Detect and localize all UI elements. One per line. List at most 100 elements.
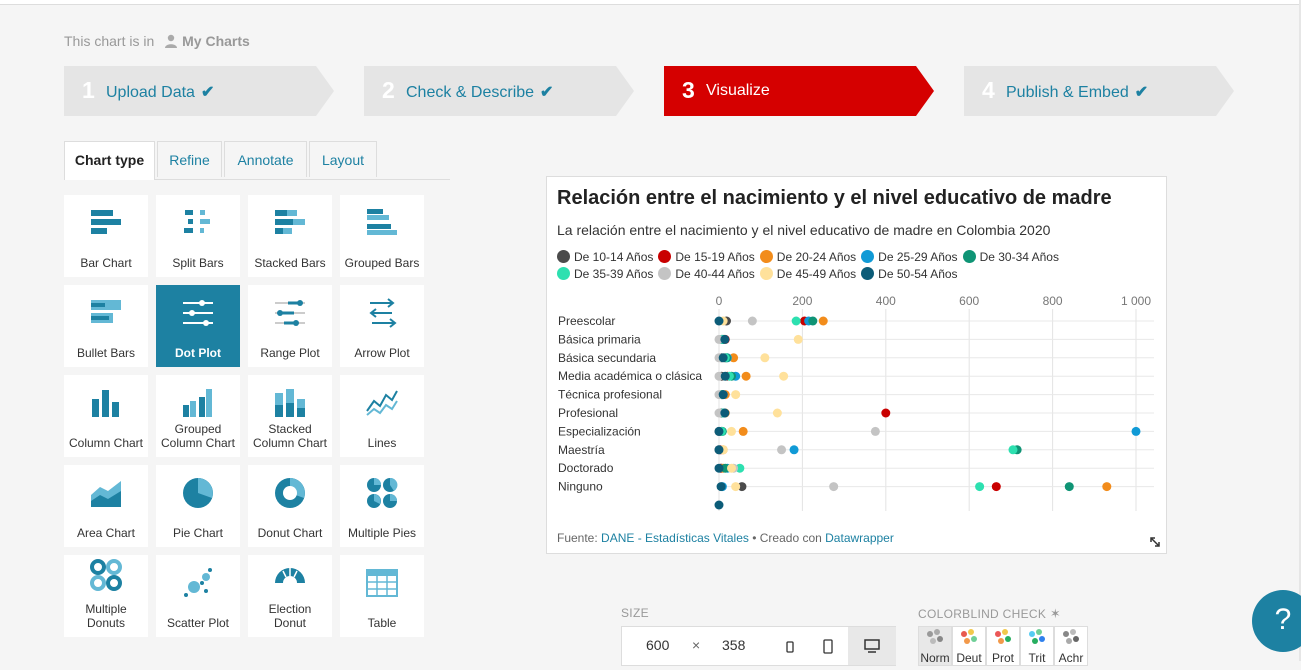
dots-icon xyxy=(995,629,1011,644)
mobile-button[interactable] xyxy=(810,627,846,665)
check-icon: ✔ xyxy=(200,84,215,101)
step-check-describe[interactable]: 2 Check & Describe ✔ xyxy=(364,66,634,116)
legend-swatch xyxy=(759,267,773,280)
area-chart-icon xyxy=(91,481,121,507)
chart-type-stacked-bars[interactable]: Stacked Bars xyxy=(248,195,332,277)
data-point xyxy=(729,353,739,363)
location-prefix: This chart is in xyxy=(64,33,155,49)
chart-type-bullet-bars[interactable]: Bullet Bars xyxy=(64,285,148,367)
legend-label: De 10-14 Años xyxy=(574,250,654,264)
dots-icon xyxy=(927,629,943,644)
chart-type-bar-chart[interactable]: Bar Chart xyxy=(64,195,148,277)
data-point xyxy=(718,353,728,363)
scrollbar-track xyxy=(1299,0,1301,661)
chart-type-election-donut[interactable]: Election Donut xyxy=(248,555,332,637)
data-point xyxy=(808,316,818,326)
legend-label: De 45-49 Años xyxy=(776,267,857,281)
data-point xyxy=(714,316,724,326)
datawrapper-link[interactable]: Datawrapper xyxy=(825,531,894,545)
step-label: Publish & Embed xyxy=(1006,84,1129,101)
data-point xyxy=(720,334,730,344)
data-point xyxy=(818,316,828,326)
colorblind-deut-button[interactable]: Deut xyxy=(952,626,986,666)
legend-item: De 30-34 Años xyxy=(962,249,1059,266)
colorblind-prot-button[interactable]: Prot xyxy=(986,626,1020,666)
chart-location: This chart is in My Charts xyxy=(64,33,250,51)
stacked-bars-icon xyxy=(275,210,305,234)
tile-label: Bullet Bars xyxy=(76,346,136,360)
tab-refine[interactable]: Refine xyxy=(157,141,222,177)
legend-label: De 50-54 Años xyxy=(878,267,958,281)
multiple-donuts-icon xyxy=(90,559,122,591)
step-label: Upload Data xyxy=(106,84,195,101)
chart-type-donut-chart[interactable]: Donut Chart xyxy=(248,465,332,547)
dot-plot-icon xyxy=(183,300,213,326)
height-input[interactable]: 358 xyxy=(722,637,746,653)
chart-type-range-plot[interactable]: Range Plot xyxy=(248,285,332,367)
chart-type-pie-chart[interactable]: Pie Chart xyxy=(156,465,240,547)
cb-trit-label: Trit xyxy=(1028,651,1046,665)
step-label: Visualize xyxy=(706,82,770,99)
chart-type-multiple-pies[interactable]: Multiple Pies xyxy=(340,465,424,547)
colorblind-trit-button[interactable]: Trit xyxy=(1020,626,1054,666)
chart-type-lines[interactable]: Lines xyxy=(340,375,424,457)
chart-type-table[interactable]: Table xyxy=(340,555,424,637)
mobile-small-button[interactable] xyxy=(772,627,808,665)
chart-type-stacked-column-chart[interactable]: Stacked Column Chart xyxy=(248,375,332,457)
data-point xyxy=(741,371,751,381)
x-tick-label: 600 xyxy=(959,294,979,308)
cb-norm-label: Norm xyxy=(920,651,950,665)
x-tick-label: 0 xyxy=(716,294,723,308)
tile-label: Dot Plot xyxy=(175,346,221,360)
tab-annotate[interactable]: Annotate xyxy=(224,141,307,177)
chart-type-dot-plot[interactable]: Dot Plot xyxy=(156,285,240,367)
chart-type-grouped-bars[interactable]: Grouped Bars xyxy=(340,195,424,277)
folder-link[interactable]: My Charts xyxy=(182,33,250,49)
data-point xyxy=(714,445,724,455)
legend-item: De 50-54 Años xyxy=(861,266,958,283)
colorblind-label: COLORBLIND CHECK ✶ xyxy=(918,606,1062,621)
step-upload-data[interactable]: 1 Upload Data ✔ xyxy=(64,66,334,116)
chart-type-column-chart[interactable]: Column Chart xyxy=(64,375,148,457)
colorblind-achr-button[interactable]: Achr xyxy=(1054,626,1088,666)
tab-chart-type[interactable]: Chart type xyxy=(64,141,155,180)
legend-item: De 45-49 Años xyxy=(759,266,857,283)
chart-type-area-chart[interactable]: Area Chart xyxy=(64,465,148,547)
step-number: 3 xyxy=(682,77,695,103)
tile-label: Column Chart xyxy=(68,436,144,450)
phone-icon xyxy=(823,639,833,654)
legend-label: De 15-19 Años xyxy=(675,250,755,264)
help-button[interactable]: ? xyxy=(1252,590,1301,652)
legend-item: De 35-39 Años xyxy=(557,266,653,283)
legend-swatch xyxy=(658,267,672,280)
desktop-button[interactable] xyxy=(848,627,896,665)
resize-icon[interactable] xyxy=(1150,537,1160,547)
data-point xyxy=(747,316,757,326)
check-icon: ✔ xyxy=(540,84,554,101)
source-link[interactable]: DANE - Estadísticas Vitales xyxy=(601,531,749,545)
category-label: Ninguno xyxy=(558,480,603,494)
data-point xyxy=(760,353,770,363)
data-point xyxy=(791,316,801,326)
category-label: Técnica profesional xyxy=(558,388,662,402)
data-point xyxy=(714,426,724,436)
chart-type-grouped-column-chart[interactable]: Grouped Column Chart xyxy=(156,375,240,457)
width-input[interactable]: 600 xyxy=(646,637,670,653)
chart-type-scatter-plot[interactable]: Scatter Plot xyxy=(156,555,240,637)
bullet-bars-icon xyxy=(91,300,121,323)
data-point xyxy=(1064,482,1074,492)
step-visualize[interactable]: 3 Visualize xyxy=(664,66,934,116)
legend-swatch xyxy=(658,250,672,263)
tile-label: Election Donut xyxy=(268,602,312,630)
chart-legend: De 10-14 Años De 15-19 Años De 20-24 Años D… xyxy=(557,249,1157,283)
donut-chart-icon xyxy=(275,478,305,508)
lines-icon xyxy=(366,390,398,416)
colorblind-norm-button[interactable]: Norm xyxy=(918,626,952,666)
chart-type-split-bars[interactable]: Split Bars xyxy=(156,195,240,277)
legend-item: De 20-24 Años xyxy=(759,249,856,266)
tab-layout[interactable]: Layout xyxy=(309,141,377,177)
chart-type-multiple-donuts[interactable]: Multiple Donuts xyxy=(64,555,148,637)
chart-type-arrow-plot[interactable]: Arrow Plot xyxy=(340,285,424,367)
step-publish-embed[interactable]: 4 Publish & Embed ✔ xyxy=(964,66,1234,116)
data-point xyxy=(716,482,726,492)
